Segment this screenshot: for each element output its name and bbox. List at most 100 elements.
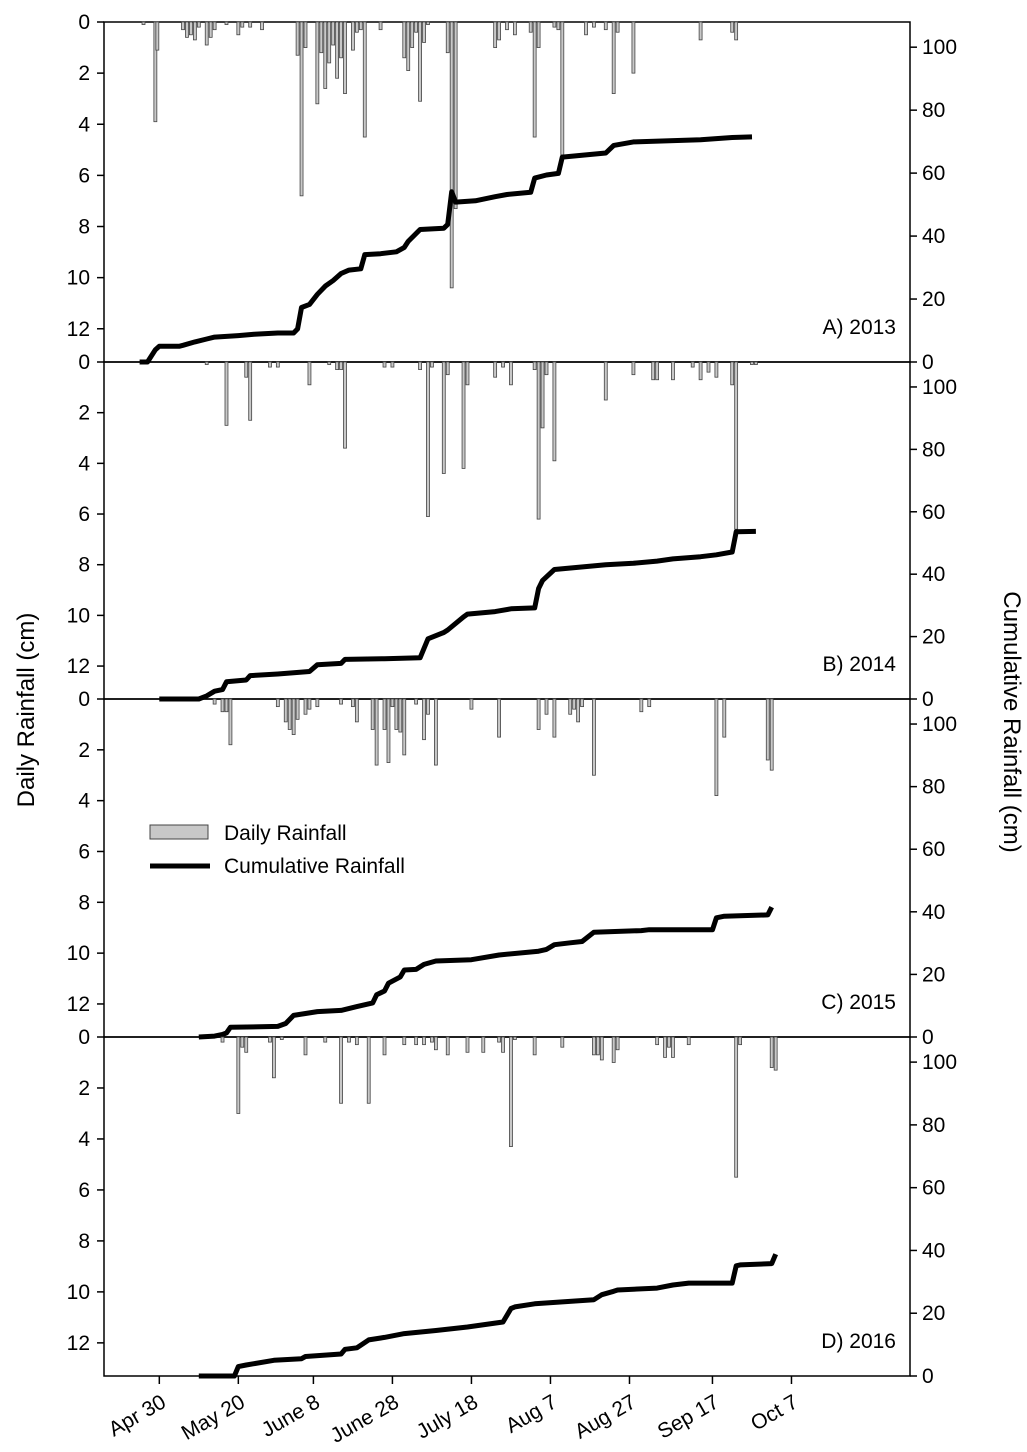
- daily-rainfall-bar: [426, 21, 430, 25]
- daily-rainfall-bar: [315, 698, 320, 708]
- left-tick-label: 8: [78, 1230, 90, 1253]
- daily-rainfall-bar: [481, 1036, 486, 1053]
- daily-rainfall-bar: [228, 698, 233, 746]
- daily-rainfall-bar: [501, 1036, 505, 1053]
- daily-rainfall-bar: [295, 21, 300, 56]
- daily-rainfall-bar: [323, 21, 328, 89]
- left-tick-label: 10: [67, 1281, 90, 1304]
- daily-rainfall-bar: [414, 698, 419, 705]
- daily-rainfall-bar: [422, 21, 426, 43]
- daily-rainfall-bar: [386, 698, 391, 763]
- x-tick-label: Apr 30: [105, 1390, 170, 1441]
- daily-rainfall-bar: [532, 21, 537, 138]
- left-tick-label: 6: [78, 503, 90, 526]
- daily-rainfall-bar: [155, 21, 160, 51]
- daily-rainfall-bar: [631, 361, 636, 376]
- daily-rainfall-bar: [382, 1036, 387, 1056]
- daily-rainfall-bar: [354, 1036, 359, 1046]
- x-tick-label: Oct 7: [747, 1390, 802, 1435]
- left-tick-label: 8: [78, 554, 90, 577]
- daily-rainfall-bar: [734, 361, 739, 530]
- daily-rainfall-bar: [592, 1036, 596, 1056]
- left-tick-label: 4: [78, 1128, 90, 1151]
- left-tick-label: 2: [78, 402, 90, 425]
- daily-rainfall-bar: [686, 1036, 691, 1046]
- daily-rainfall-bar: [651, 361, 656, 381]
- daily-rainfall-bar: [347, 1036, 351, 1043]
- daily-rainfall-bar: [354, 698, 359, 723]
- daily-rainfall-bar: [236, 1036, 241, 1114]
- daily-rainfall-bar: [765, 698, 770, 761]
- daily-rainfall-bar: [196, 21, 201, 28]
- daily-rainfall-bar: [449, 21, 454, 289]
- right-tick-label: 40: [922, 1239, 945, 1262]
- daily-rainfall-bar: [382, 698, 387, 730]
- panel-1: 0 2 4 6 8 10 12 0 20 40 60 80 100 A) 2013: [67, 11, 957, 374]
- left-tick-label: 8: [78, 891, 90, 914]
- daily-rainfall-bar: [220, 1036, 225, 1043]
- daily-rainfall-bar: [453, 21, 458, 210]
- daily-rainfall-bar: [465, 1036, 470, 1053]
- daily-rainfall-bar: [738, 1036, 742, 1046]
- daily-rainfall-bar: [272, 1036, 276, 1079]
- left-tick-label: 10: [67, 604, 90, 627]
- daily-rainfall-bar: [244, 1036, 249, 1053]
- panel-label: B) 2014: [822, 653, 896, 676]
- cumulative-rainfall-line: [139, 134, 753, 365]
- left-tick-label: 4: [78, 113, 90, 136]
- daily-rainfall-bar: [240, 1036, 245, 1048]
- daily-rainfall-bar: [532, 1036, 537, 1056]
- right-tick-label: 100: [922, 1051, 957, 1074]
- panel-label: D) 2016: [821, 1330, 896, 1353]
- daily-rainfall-bar: [769, 698, 774, 771]
- left-tick-label: 0: [78, 1026, 90, 1049]
- daily-rainfall-bar: [378, 21, 383, 31]
- right-tick-label: 60: [922, 838, 945, 861]
- daily-rainfall-bar: [275, 361, 280, 368]
- daily-rainfall-bar: [335, 361, 339, 371]
- right-tick-label: 0: [922, 688, 934, 711]
- daily-rainfall-bar: [370, 698, 375, 730]
- daily-rainfall-bar: [362, 21, 367, 138]
- daily-rainfall-bar: [497, 21, 501, 41]
- x-tick-label: May 20: [178, 1390, 249, 1444]
- daily-rainfall-bar: [552, 361, 557, 462]
- daily-rainfall-bar: [584, 21, 588, 36]
- x-tick-label: Sep 17: [654, 1390, 723, 1443]
- daily-rainfall-bar: [714, 698, 719, 796]
- cumulative-rainfall-line: [198, 905, 774, 1040]
- daily-rainfall-bar: [655, 1036, 660, 1046]
- right-tick-label: 20: [922, 963, 945, 986]
- daily-rainfall-bar: [544, 361, 549, 376]
- left-tick-label: 4: [78, 790, 90, 813]
- legend-label-cumulative-rainfall: Cumulative Rainfall: [224, 855, 405, 878]
- daily-rainfall-bar: [434, 698, 438, 766]
- daily-rainfall-bar: [580, 698, 584, 708]
- daily-rainfall-bar: [339, 21, 343, 59]
- daily-rainfall-bar: [750, 361, 754, 365]
- daily-rainfall-bar: [445, 21, 450, 54]
- daily-rainfall-bar: [615, 1036, 620, 1051]
- daily-rainfall-bar: [402, 1036, 407, 1046]
- right-tick-label: 40: [922, 563, 945, 586]
- daily-rainfall-bar: [493, 361, 498, 378]
- left-tick-label: 2: [78, 62, 90, 85]
- right-tick-label: 100: [922, 376, 957, 399]
- left-tick-label: 10: [67, 942, 90, 965]
- daily-rainfall-bar: [497, 1036, 501, 1043]
- daily-rainfall-bar: [595, 1036, 600, 1056]
- daily-rainfall-bar: [532, 361, 537, 371]
- daily-rainfall-bar: [698, 21, 703, 41]
- cumulative-rainfall-line: [159, 528, 756, 702]
- panel-label: C) 2015: [821, 991, 896, 1014]
- daily-rainfall-bar: [327, 361, 332, 365]
- daily-rainfall-bar: [390, 698, 395, 708]
- daily-rainfall-bar: [603, 361, 608, 401]
- daily-rainfall-bar: [631, 21, 636, 74]
- left-tick-label: 12: [67, 318, 90, 341]
- daily-rainfall-bar: [536, 361, 541, 520]
- daily-rainfall-bar: [323, 1036, 328, 1043]
- daily-rainfall-bar: [153, 21, 158, 123]
- daily-rainfall-bar: [730, 361, 735, 386]
- daily-rainfall-bar: [181, 21, 185, 31]
